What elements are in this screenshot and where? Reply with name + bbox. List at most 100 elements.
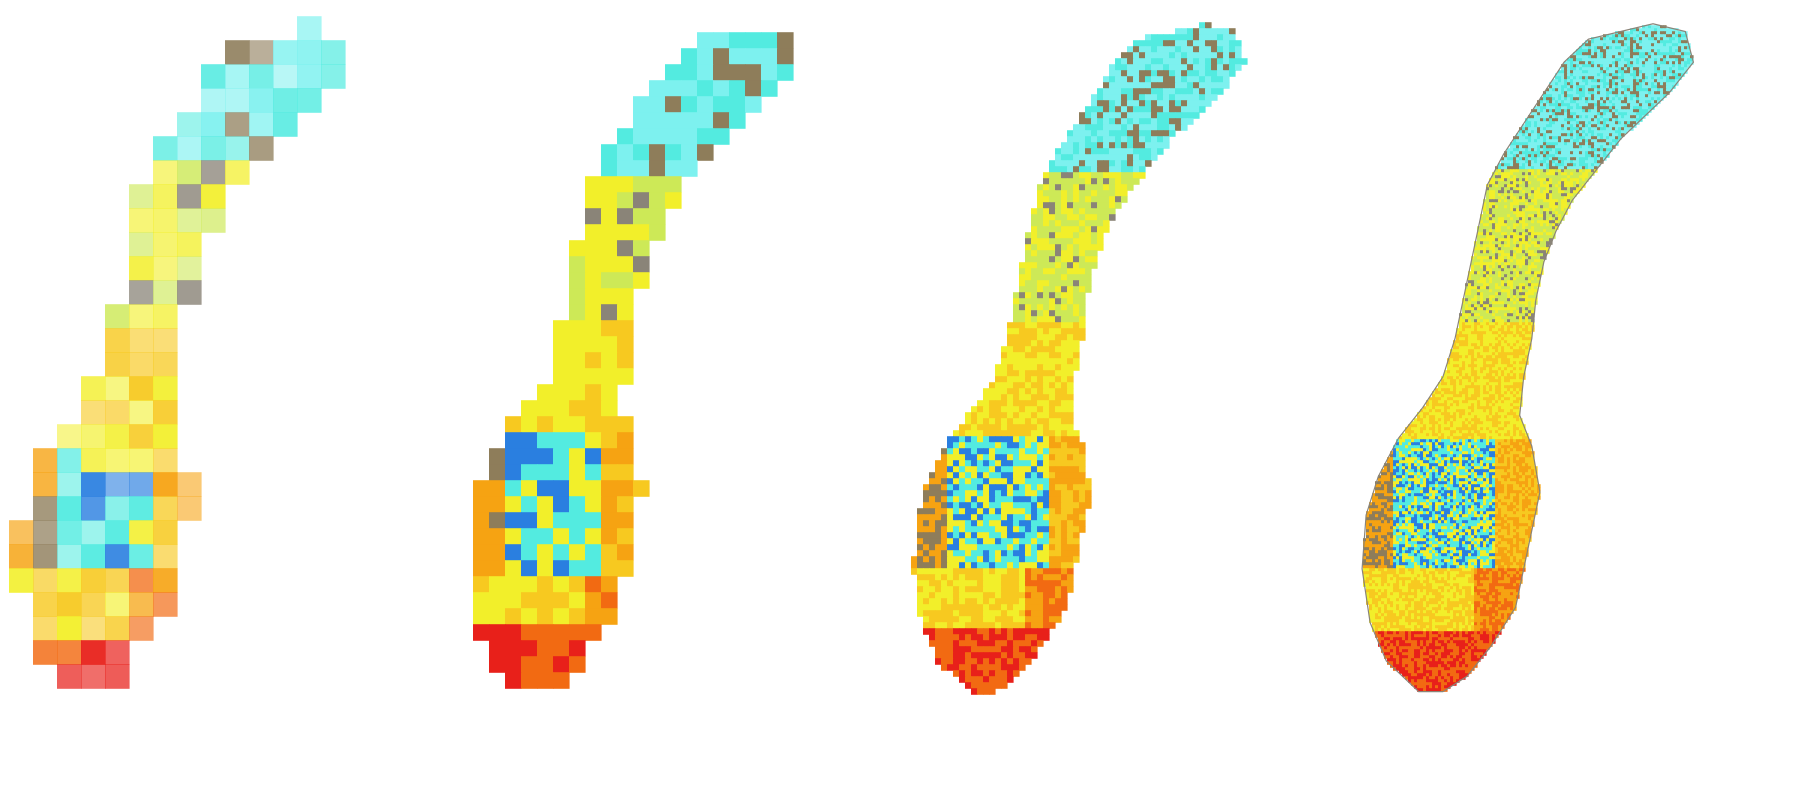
high-cell: [1579, 133, 1583, 137]
high-cell: [1552, 103, 1556, 107]
medium-cell: [553, 640, 570, 657]
medium-cell: [569, 400, 586, 417]
fine-cell: [1037, 508, 1044, 515]
fine-cell: [1079, 454, 1086, 461]
fine-cell: [1031, 490, 1038, 497]
fine-cell: [1007, 562, 1014, 569]
high-cell: [1669, 49, 1673, 53]
high-cell: [1555, 172, 1559, 176]
medium-cell: [553, 592, 570, 609]
fine-cell: [1199, 76, 1206, 83]
fine-cell: [1043, 568, 1050, 575]
fine-cell: [1121, 190, 1128, 197]
high-cell: [1597, 79, 1601, 83]
fine-cell: [1055, 154, 1062, 161]
high-cell: [1537, 100, 1541, 104]
fine-cell: [929, 502, 936, 509]
fine-cell: [1031, 430, 1038, 437]
high-cell: [1552, 181, 1556, 185]
high-cell: [1609, 88, 1613, 92]
high-cell: [1525, 151, 1529, 155]
fine-cell: [947, 568, 954, 575]
high-cell: [1663, 37, 1667, 41]
high-cell: [1534, 214, 1538, 218]
high-cell: [1576, 145, 1580, 149]
high-cell: [1591, 61, 1595, 65]
high-cell: [1684, 67, 1688, 71]
high-cell: [1543, 223, 1547, 227]
high-cell: [1561, 211, 1565, 215]
high-cell: [1624, 61, 1628, 65]
coarse-cell: [225, 112, 250, 137]
high-cell: [1531, 118, 1535, 122]
fine-cell: [941, 646, 948, 653]
high-cell: [1588, 46, 1592, 50]
high-cell: [1561, 205, 1565, 209]
high-cell: [1618, 46, 1622, 50]
high-cell: [1519, 229, 1523, 233]
fine-cell: [1007, 496, 1014, 503]
high-cell: [1579, 79, 1583, 83]
fine-cell: [1025, 544, 1032, 551]
fine-cell: [1103, 166, 1110, 173]
high-cell: [1687, 64, 1691, 68]
medium-cell: [633, 256, 650, 273]
fine-cell: [1019, 598, 1026, 605]
high-cell: [1522, 235, 1526, 239]
high-cell: [1552, 223, 1556, 227]
fine-cell: [1055, 274, 1062, 281]
high-cell: [1594, 85, 1598, 89]
high-cell: [1600, 106, 1604, 110]
high-cell: [1636, 85, 1640, 89]
high-cell: [1678, 58, 1682, 62]
fine-cell: [1031, 262, 1038, 269]
fine-cell: [1061, 340, 1068, 347]
fine-cell: [1163, 40, 1170, 47]
fine-cell: [1085, 160, 1092, 167]
fine-cell: [1145, 130, 1152, 137]
high-cell: [1543, 214, 1547, 218]
high-cell: [1654, 52, 1658, 56]
medium-cell: [729, 48, 746, 65]
fine-cell: [1223, 52, 1230, 59]
map-panel-coarse: [0, 0, 448, 808]
fine-cell: [1019, 460, 1026, 467]
high-cell: [1654, 46, 1658, 50]
fine-cell: [1091, 214, 1098, 221]
fine-cell: [1085, 256, 1092, 263]
high-cell: [1507, 238, 1511, 242]
fine-cell: [1163, 64, 1170, 71]
high-cell: [1564, 127, 1568, 131]
fine-cell: [983, 532, 990, 539]
high-cell: [1564, 133, 1568, 137]
fine-cell: [1001, 472, 1008, 479]
high-cell: [1582, 121, 1586, 125]
fine-cell: [1007, 610, 1014, 617]
high-cell: [1585, 163, 1589, 167]
fine-cell: [1049, 604, 1056, 611]
fine-cell: [1115, 106, 1122, 113]
fine-cell: [953, 574, 960, 581]
high-cell: [1522, 238, 1526, 242]
high-cell: [1645, 79, 1649, 83]
fine-cell: [1151, 58, 1158, 65]
high-cell: [1534, 223, 1538, 227]
high-cell: [1564, 160, 1568, 164]
fine-cell: [1097, 244, 1104, 251]
high-cell: [1651, 91, 1655, 95]
fine-cell: [1049, 232, 1056, 239]
fine-cell: [1037, 196, 1044, 203]
fine-cell: [1079, 310, 1086, 317]
fine-cell: [965, 460, 972, 467]
fine-cell: [1031, 628, 1038, 635]
high-cell: [1516, 160, 1520, 164]
fine-cell: [1061, 268, 1068, 275]
high-cell: [1666, 76, 1670, 80]
high-cell: [1660, 52, 1664, 56]
fine-cell: [1193, 64, 1200, 71]
fine-cell: [1049, 310, 1056, 317]
fine-cell: [989, 526, 996, 533]
medium-cell: [601, 208, 618, 225]
high-cell: [1567, 145, 1571, 149]
high-cell: [1585, 46, 1589, 50]
